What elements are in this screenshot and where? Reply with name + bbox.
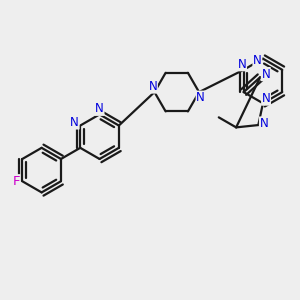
Text: N: N [260,117,268,130]
Text: N: N [261,68,270,81]
Text: N: N [253,54,262,67]
Text: N: N [70,116,79,129]
Text: N: N [148,80,157,93]
Text: N: N [262,92,270,105]
Text: F: F [12,175,20,188]
Text: N: N [238,58,247,71]
Text: N: N [95,102,104,115]
Text: N: N [196,91,205,104]
